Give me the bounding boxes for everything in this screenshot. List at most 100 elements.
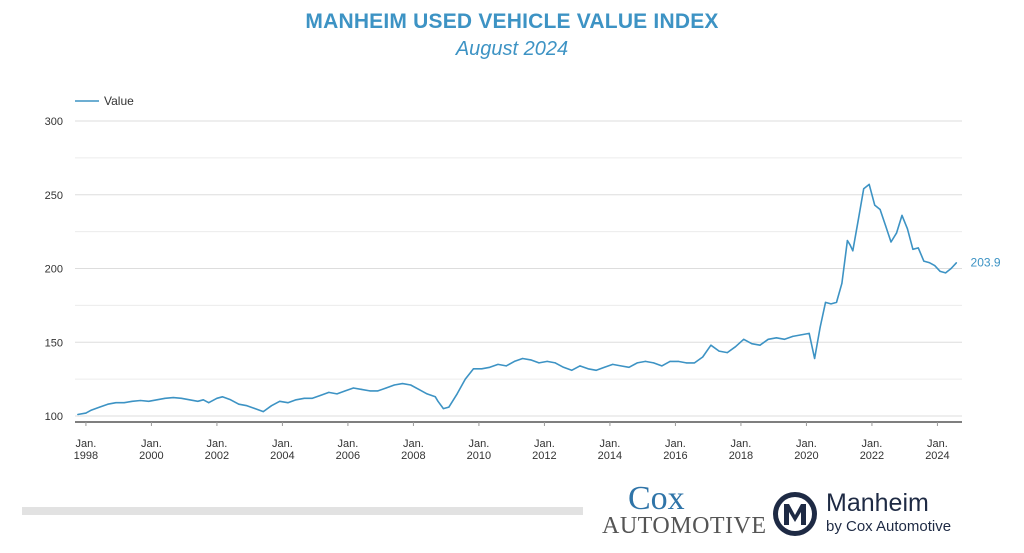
data-point (352, 387, 354, 389)
data-point (139, 399, 142, 402)
data-point (863, 188, 865, 190)
data-point (115, 402, 117, 404)
cox-logo-wordmark: Cox (628, 480, 685, 517)
data-point (734, 346, 737, 348)
data-point (759, 344, 761, 346)
data-point (587, 368, 589, 370)
y-tick-label: 150 (45, 337, 63, 349)
data-point (497, 363, 499, 365)
data-point (303, 397, 305, 399)
data-point (99, 406, 101, 408)
data-point (320, 394, 322, 396)
data-point (254, 408, 256, 410)
data-point (841, 282, 843, 284)
data-point (489, 366, 491, 368)
x-tick-label-year: 1998 (74, 450, 98, 462)
data-point (792, 335, 794, 337)
data-point (279, 400, 281, 402)
data-point (620, 365, 622, 367)
data-point (410, 384, 412, 386)
data-point (437, 400, 439, 402)
data-point (123, 402, 125, 404)
data-point (849, 244, 851, 246)
data-point (885, 225, 887, 227)
data-point (393, 384, 395, 386)
data-point (874, 204, 876, 206)
data-point (295, 399, 297, 401)
data-point (270, 405, 273, 407)
x-tick-label-year: 2018 (729, 450, 753, 462)
data-point (814, 357, 816, 360)
x-tick-label-year: 2024 (925, 450, 949, 462)
data-point (442, 408, 444, 410)
data-point (846, 239, 849, 242)
data-point (336, 393, 338, 395)
data-point (595, 369, 597, 371)
legend-label: Value (104, 94, 134, 108)
data-point (85, 412, 87, 414)
data-point (653, 362, 655, 364)
data-point (221, 396, 223, 398)
x-tick-label-year: 2004 (270, 450, 294, 462)
data-point (906, 228, 909, 230)
data-point (669, 360, 671, 362)
data-point (377, 390, 379, 392)
data-point (426, 393, 428, 395)
data-point (895, 232, 898, 234)
data-point (107, 403, 109, 405)
y-tick-label: 250 (45, 190, 63, 202)
data-point (189, 399, 191, 401)
line-chart: 100150200250300Jan.1998Jan.2000Jan.2002J… (45, 94, 1001, 462)
data-point (934, 265, 936, 267)
cox-logo-automotive: AUTOMOTIVE (602, 513, 767, 539)
data-point (197, 400, 199, 402)
data-point (603, 366, 606, 368)
data-point (361, 388, 363, 390)
data-point (481, 368, 483, 370)
data-point (923, 260, 925, 262)
data-point (579, 365, 581, 367)
data-point (661, 365, 663, 367)
data-point (718, 350, 720, 352)
x-tick-label-month: Jan. (76, 438, 97, 450)
series-line-value (77, 183, 958, 416)
data-point (677, 360, 679, 362)
x-tick-label-month: Jan. (796, 438, 817, 450)
data-point (743, 338, 745, 340)
data-point (287, 402, 289, 404)
data-point (945, 272, 947, 274)
data-point (835, 301, 838, 303)
data-point (172, 397, 174, 399)
x-tick-label-month: Jan. (141, 438, 162, 450)
data-point (767, 338, 769, 340)
data-point (644, 360, 647, 362)
data-point (238, 403, 240, 405)
data-point (530, 359, 532, 361)
data-point (90, 409, 92, 411)
data-point (401, 383, 404, 385)
data-point (344, 390, 346, 392)
data-point (693, 362, 696, 364)
x-tick-label-month: Jan. (927, 438, 948, 450)
cox-automotive-logo: Cox AUTOMOTIVE (602, 480, 766, 542)
data-point (369, 390, 371, 392)
x-tick-label-year: 2000 (139, 450, 163, 462)
manheim-m-icon (773, 492, 817, 536)
data-point (868, 183, 870, 185)
manheim-logo: Manheim by Cox Automotive (772, 489, 972, 539)
x-tick-label-year: 2002 (205, 450, 229, 462)
data-point (246, 405, 248, 407)
x-tick-label-year: 2022 (860, 450, 884, 462)
x-tick-label-month: Jan. (403, 438, 424, 450)
data-point (628, 366, 630, 368)
data-point (148, 400, 150, 402)
y-tick-label: 100 (45, 411, 63, 423)
data-point (917, 247, 919, 249)
data-point (216, 397, 218, 399)
x-tick-label-month: Jan. (469, 438, 490, 450)
x-tick-label-month: Jan. (862, 438, 883, 450)
data-point (156, 399, 158, 401)
x-tick-label-year: 2006 (336, 450, 360, 462)
x-tick-label-month: Jan. (338, 438, 359, 450)
manheim-wordmark: Manheim (826, 489, 929, 517)
